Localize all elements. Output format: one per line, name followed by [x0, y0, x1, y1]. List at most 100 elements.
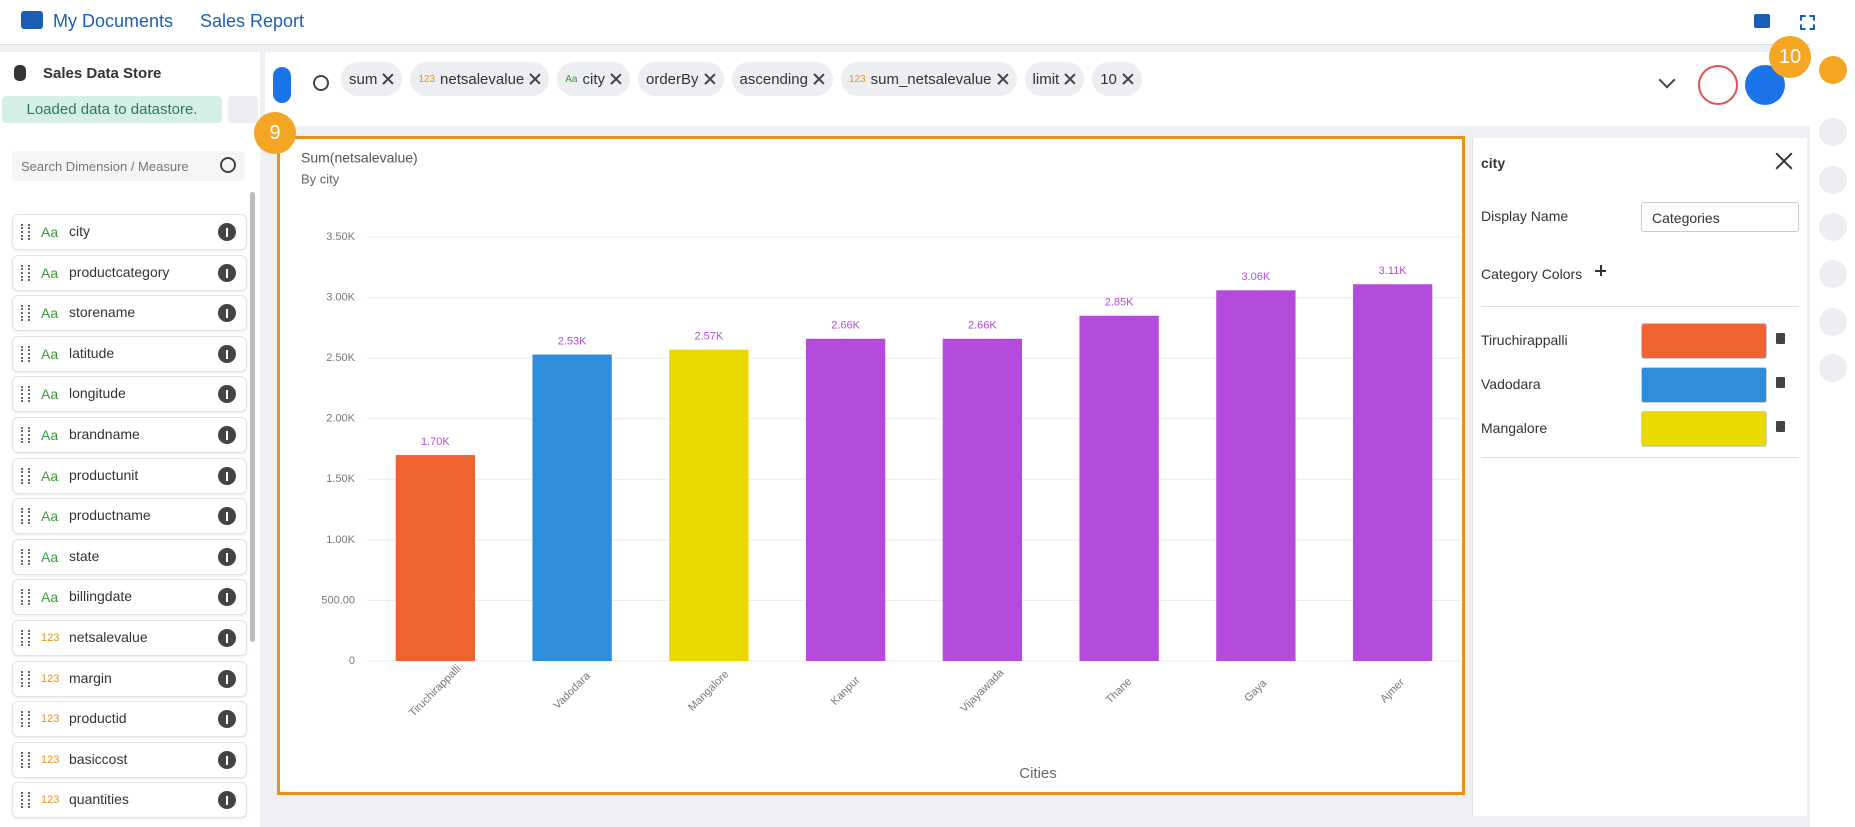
- x-tick-label: Mangalore: [686, 668, 731, 713]
- field-name: storename: [69, 304, 136, 321]
- info-icon[interactable]: [218, 507, 236, 526]
- field-item[interactable]: 123 productid: [12, 701, 247, 738]
- field-item[interactable]: Aa productcategory: [12, 254, 247, 291]
- field-item[interactable]: Aa longitude: [12, 376, 247, 413]
- clear-button[interactable]: [1698, 65, 1738, 105]
- field-item[interactable]: Aa brandname: [12, 417, 247, 453]
- field-item[interactable]: Aa state: [12, 538, 247, 575]
- field-item[interactable]: Aa productname: [12, 498, 247, 535]
- query-pill[interactable]: ascending: [731, 62, 833, 96]
- delete-icon[interactable]: [1776, 377, 1785, 388]
- info-icon[interactable]: [218, 344, 236, 363]
- field-label: Display Name: [1481, 208, 1569, 224]
- x-tick-label: Thane: [1104, 676, 1135, 707]
- query-pill[interactable]: 123 sum_netsalevalue: [840, 62, 1017, 96]
- drag-handle: [21, 427, 30, 443]
- delete-icon[interactable]: [1776, 333, 1785, 344]
- close-button[interactable]: [1773, 150, 1795, 172]
- field-item[interactable]: 123 netsalevalue: [12, 620, 247, 656]
- field-type: 123: [41, 753, 60, 766]
- expand-icon[interactable]: [1658, 71, 1676, 89]
- section-label: Category Colors: [1481, 266, 1583, 282]
- comment-icon[interactable]: [1754, 14, 1770, 28]
- field-type: Aa: [41, 264, 59, 281]
- query-pill[interactable]: Aa city: [557, 62, 630, 96]
- pill-text: 10: [1100, 70, 1117, 88]
- color-swatch[interactable]: [1641, 367, 1767, 403]
- field-item[interactable]: 123 margin: [12, 660, 247, 697]
- rail-icon[interactable]: [1819, 118, 1847, 146]
- drag-handle: [21, 345, 30, 362]
- search-box[interactable]: Search Dimension / Measure: [12, 151, 245, 181]
- data-label: 3.06K: [1242, 271, 1271, 283]
- field-item[interactable]: Aa latitude: [12, 335, 247, 372]
- info-icon[interactable]: [218, 385, 236, 404]
- remove-icon[interactable]: [382, 73, 394, 85]
- query-pill[interactable]: 123 netsalevalue: [410, 62, 550, 96]
- query-pill[interactable]: sum: [341, 62, 403, 96]
- field-name: productunit: [69, 466, 139, 483]
- field-type: Aa: [41, 386, 59, 403]
- display-name-input[interactable]: Categories: [1641, 202, 1799, 232]
- bar: [942, 338, 1023, 661]
- field-item[interactable]: Aa storename: [12, 295, 247, 332]
- info-icon[interactable]: [218, 263, 236, 282]
- rail-icon[interactable]: [1819, 166, 1847, 194]
- info-icon[interactable]: [218, 629, 236, 647]
- breadcrumb[interactable]: My Documents: [53, 11, 174, 31]
- fullscreen-icon[interactable]: [1800, 15, 1815, 30]
- info-icon[interactable]: [218, 669, 236, 688]
- info-icon[interactable]: [218, 588, 236, 607]
- bar: [1079, 315, 1159, 661]
- divider: [1481, 457, 1799, 458]
- field-name: quantities: [69, 791, 129, 808]
- info-icon[interactable]: [218, 426, 236, 444]
- bar: [395, 455, 476, 661]
- rail-icon[interactable]: [1819, 213, 1847, 241]
- drag-handle: [21, 630, 30, 646]
- drag-handle: [21, 467, 30, 484]
- breadcrumb[interactable]: Sales Report: [200, 11, 305, 31]
- color-swatch[interactable]: [1641, 411, 1767, 447]
- info-icon[interactable]: [218, 791, 236, 810]
- remove-icon[interactable]: [997, 73, 1009, 85]
- remove-icon[interactable]: [1122, 73, 1134, 85]
- query-pill[interactable]: orderBy: [638, 62, 724, 96]
- data-label: 1.70K: [421, 436, 450, 448]
- toggle[interactable]: [273, 67, 291, 103]
- remove-icon[interactable]: [1064, 73, 1076, 85]
- category-name: Tiruchirappalli: [1481, 332, 1568, 348]
- info-icon[interactable]: [218, 223, 236, 241]
- field-item[interactable]: 123 quantities: [12, 782, 247, 819]
- drag-handle: [21, 751, 30, 768]
- field-item[interactable]: 123 basiccost: [12, 741, 247, 778]
- delete-icon[interactable]: [1776, 421, 1785, 432]
- info-icon[interactable]: [218, 710, 236, 729]
- rail-icon[interactable]: [1819, 354, 1847, 382]
- query-pill[interactable]: 10: [1092, 62, 1142, 96]
- info-icon[interactable]: [218, 304, 236, 323]
- remove-icon[interactable]: [704, 73, 716, 85]
- info-icon[interactable]: [218, 466, 236, 485]
- rail-icon[interactable]: [1819, 56, 1847, 84]
- data-label: 2.66K: [968, 320, 997, 332]
- remove-icon[interactable]: [813, 73, 825, 85]
- info-icon[interactable]: [218, 547, 236, 566]
- y-tick-label: 1.50K: [326, 473, 355, 485]
- query-pill[interactable]: limit: [1024, 62, 1085, 96]
- color-swatch[interactable]: [1641, 323, 1767, 359]
- divider: [1481, 306, 1799, 307]
- field-item[interactable]: Aa billingdate: [12, 579, 247, 616]
- rail-icon[interactable]: [1819, 308, 1847, 336]
- drag-handle: [21, 792, 30, 809]
- remove-icon[interactable]: [529, 73, 541, 85]
- refresh-button[interactable]: [228, 96, 258, 123]
- field-item[interactable]: Aa city: [12, 214, 247, 250]
- rail-icon[interactable]: [1819, 260, 1847, 288]
- remove-icon[interactable]: [610, 73, 622, 85]
- field-type: 123: [41, 672, 60, 685]
- field-item[interactable]: Aa productunit: [12, 457, 247, 494]
- y-tick-label: 2.00K: [326, 413, 355, 425]
- info-icon[interactable]: [218, 750, 236, 769]
